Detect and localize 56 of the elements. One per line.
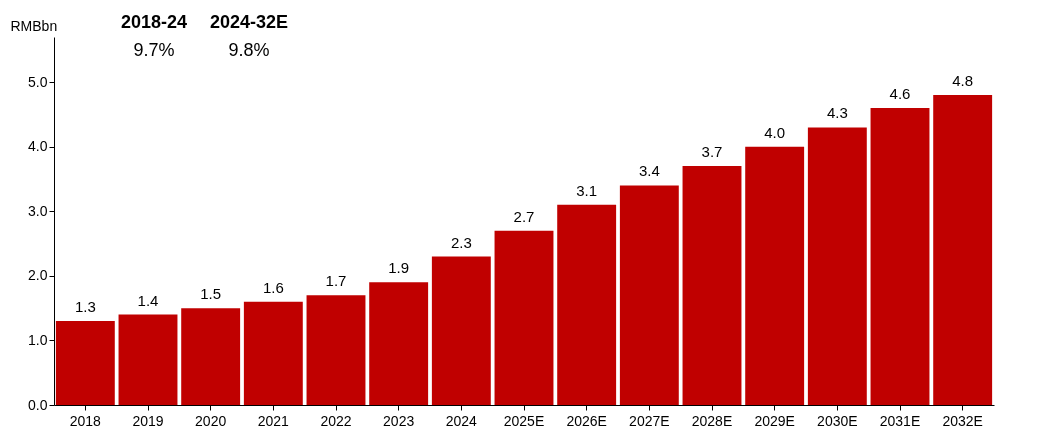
x-tick-label: 2029E (754, 412, 795, 429)
bar (431, 256, 491, 405)
y-tick-label: 1.0 (28, 331, 48, 348)
bar (807, 127, 867, 405)
data-label: 4.8 (952, 72, 974, 90)
bar (118, 314, 178, 405)
bar (55, 321, 115, 405)
data-label: 4.6 (889, 85, 911, 103)
x-tick-label: 2026E (566, 412, 607, 429)
data-label: 1.6 (262, 278, 284, 296)
y-tick-label: 0.0 (28, 396, 48, 413)
bar (870, 108, 930, 405)
data-label: 1.5 (200, 285, 222, 303)
data-label: 3.7 (701, 143, 723, 161)
x-tick-label: 2025E (503, 412, 545, 429)
x-tick-label: 2020 (195, 412, 227, 429)
data-label: 2.3 (450, 233, 472, 251)
bar (933, 95, 993, 405)
bar (682, 166, 742, 405)
x-tick-label: 2027E (629, 412, 670, 429)
data-label: 3.1 (576, 181, 598, 199)
y-axis-title: RMBbn (10, 17, 58, 34)
x-tick-label: 2021 (257, 412, 290, 429)
y-tick-label: 4.0 (28, 138, 48, 155)
x-tick-label: 2032E (942, 412, 983, 429)
data-label: 2.7 (513, 207, 535, 225)
bar (557, 204, 617, 405)
data-label: 4.0 (764, 123, 786, 141)
data-label: 1.4 (137, 291, 159, 309)
y-tick-label: 2.0 (28, 267, 48, 284)
bar (619, 185, 679, 405)
bar (745, 146, 805, 405)
data-label: 1.7 (325, 272, 347, 290)
annotation: 9.8% (228, 40, 270, 60)
x-tick-label: 2019 (132, 412, 164, 429)
bar (243, 301, 303, 405)
x-tick-label: 2018 (69, 412, 102, 429)
text: 2024-32E (209, 12, 289, 32)
x-tick-label: 2022 (320, 412, 352, 429)
x-tick-label: 2028E (691, 412, 733, 429)
y-tick-label: 3.0 (28, 202, 48, 219)
bar (181, 308, 241, 405)
data-label: 4.3 (826, 104, 848, 122)
x-tick-label: 2030E (817, 412, 858, 429)
bar (369, 282, 429, 405)
x-tick-label: 2031E (879, 412, 921, 429)
x-tick-label: 2023 (383, 412, 415, 429)
data-label: 1.9 (388, 259, 410, 277)
y-tick-label: 5.0 (28, 73, 48, 90)
text: 2018-24 (120, 12, 188, 32)
annotation: 9.7% (133, 40, 175, 60)
data-label: 1.3 (74, 298, 96, 316)
bar (306, 295, 366, 405)
bar (494, 230, 554, 405)
x-tick-label: 2024 (445, 412, 478, 429)
data-label: 3.4 (638, 162, 660, 180)
